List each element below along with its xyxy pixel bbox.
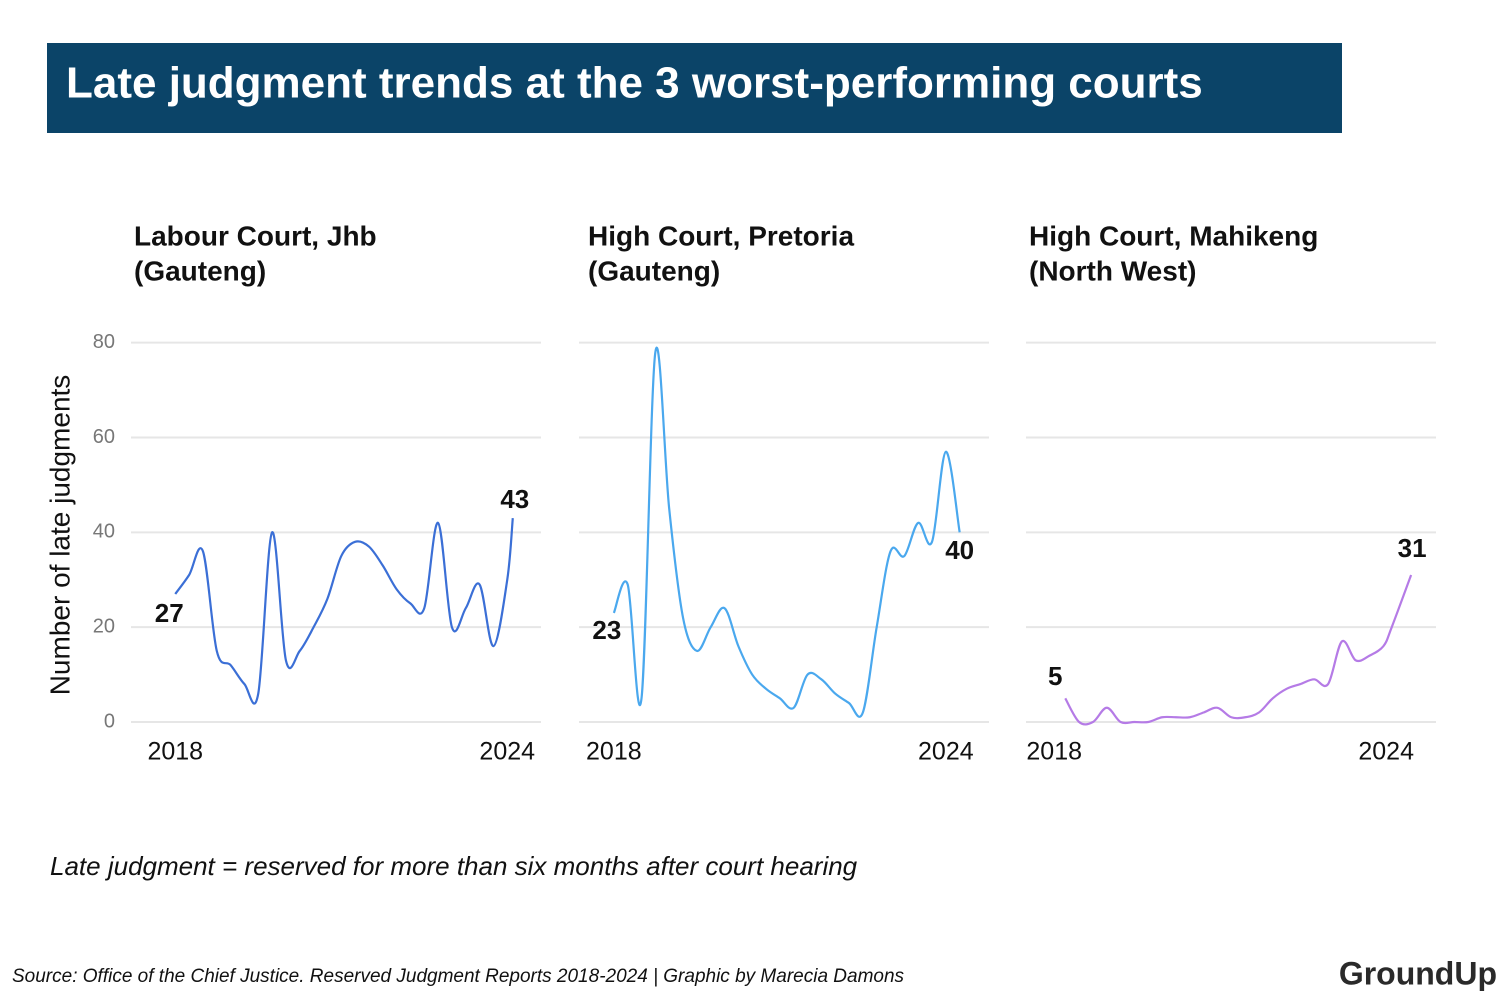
y-tick-label: 20 (93, 615, 115, 637)
line (174, 518, 514, 705)
note: Late judgment = reserved for more than s… (50, 851, 858, 881)
y-tick-label: 0 (104, 710, 115, 732)
panel-title: High Court, Pretoria (588, 220, 854, 251)
x-tick-label: 2018 (586, 738, 642, 766)
y-tick-label: 80 (93, 331, 115, 353)
chart-title: Late judgment trends at the 3 worst-perf… (66, 59, 1203, 108)
panel-title: Labour Court, Jhb (134, 220, 377, 251)
logo: GroundUp (1339, 955, 1497, 991)
source: Source: Office of the Chief Justice. Res… (12, 966, 905, 987)
panel-title: (Gauteng) (588, 255, 720, 286)
panel-title: (Gauteng) (134, 255, 266, 286)
y-axis-label: Number of late judgments (44, 375, 75, 696)
value-label: 43 (500, 484, 529, 514)
value-label: 40 (945, 535, 974, 565)
panel-title: High Court, Mahikeng (1029, 220, 1318, 251)
panel-title: (North West) (1029, 255, 1196, 286)
x-tick-label: 2018 (1026, 738, 1082, 766)
x-tick-label: 2024 (1358, 738, 1414, 766)
x-tick-label: 2024 (918, 738, 974, 766)
y-tick-label: 60 (93, 426, 115, 448)
value-label: 23 (592, 615, 621, 645)
line (612, 346, 961, 718)
line (1064, 574, 1413, 726)
value-label: 31 (1398, 533, 1427, 563)
value-label: 5 (1048, 661, 1062, 691)
title-banner (47, 43, 1342, 133)
x-tick-label: 2024 (479, 738, 535, 766)
x-tick-label: 2018 (147, 738, 203, 766)
value-label: 27 (155, 598, 184, 628)
y-tick-label: 40 (93, 521, 115, 543)
